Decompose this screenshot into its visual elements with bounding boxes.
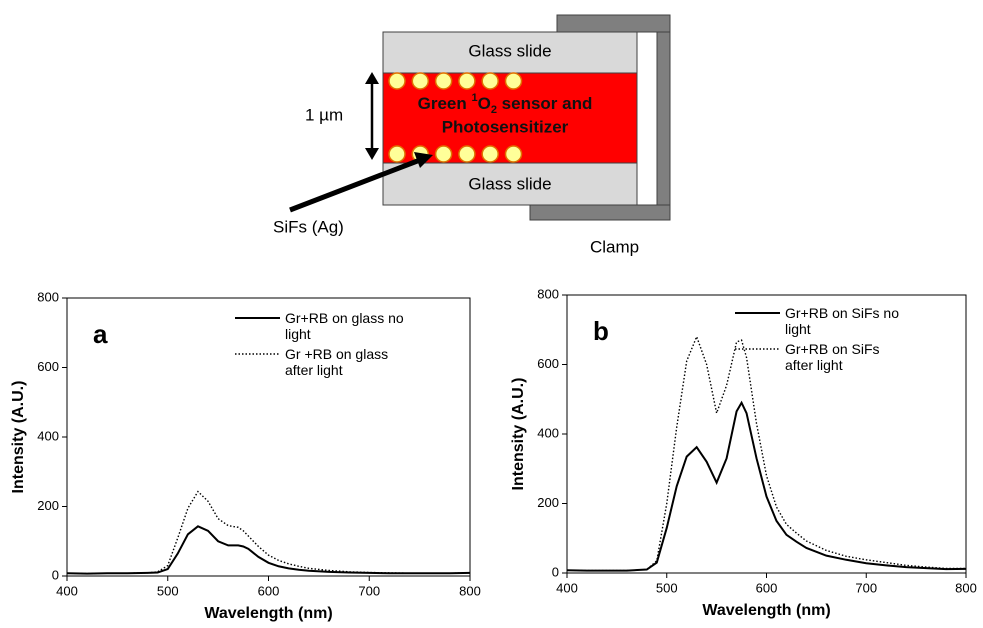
y-tick-label: 800 — [37, 289, 59, 304]
x-tick-label: 700 — [855, 580, 877, 595]
x-tick-label: 400 — [556, 580, 578, 595]
clamp-top — [556, 14, 671, 33]
particle — [504, 145, 523, 163]
arrow-head — [365, 72, 379, 84]
text: O — [478, 94, 491, 113]
plot-frame — [566, 294, 967, 574]
particle — [434, 145, 453, 163]
y-tick-label: 800 — [537, 286, 559, 301]
x-tick-label: 800 — [955, 580, 977, 595]
particle — [481, 145, 499, 163]
legend-entry: Gr +RB on glass after light — [285, 346, 389, 378]
y-tick-label: 400 — [37, 428, 59, 443]
x-axis-label: Wavelength (nm) — [204, 605, 332, 622]
y-axis-label: Intensity (A.U.) — [10, 381, 27, 494]
y-tick-label: 0 — [52, 567, 59, 582]
x-tick-label: 500 — [656, 580, 678, 595]
sensor-label: Green 1O2 sensor and — [418, 92, 593, 116]
clamp-side — [656, 31, 671, 206]
series-line — [66, 525, 471, 575]
glass-slide — [382, 31, 638, 74]
y-tick-label: 0 — [552, 564, 559, 579]
clamp-label: Clamp — [590, 237, 639, 256]
particle — [388, 72, 406, 90]
clamp-bottom — [529, 204, 671, 221]
pointer-arrow — [289, 157, 421, 213]
legend-entry: Gr+RB on glass no light — [285, 310, 404, 342]
sensor-label: Photosensitizer — [442, 117, 569, 136]
clamp-gap — [636, 31, 658, 206]
glass-slide — [382, 162, 638, 206]
particle — [481, 72, 499, 90]
x-axis-label: Wavelength (nm) — [702, 602, 830, 619]
arrow-head — [414, 152, 433, 168]
particle — [504, 72, 523, 90]
y-tick-label: 200 — [37, 498, 59, 513]
silver-particles — [388, 72, 523, 163]
x-tick-label: 500 — [157, 583, 179, 598]
particles-label: SiFs (Ag) — [273, 217, 344, 236]
superscript: 1 — [471, 92, 477, 104]
y-tick-label: 400 — [537, 425, 559, 440]
x-tick-label: 400 — [56, 583, 78, 598]
series-line — [566, 400, 967, 572]
y-tick-label: 600 — [37, 359, 59, 374]
slide-label: Glass slide — [468, 41, 551, 60]
x-tick-label: 600 — [756, 580, 778, 595]
y-axis-label: Intensity (A.U.) — [510, 378, 527, 491]
particle — [458, 145, 476, 163]
legend-entry: Gr+RB on SiFs no light — [785, 305, 899, 337]
x-tick-label: 800 — [459, 583, 481, 598]
x-tick-label: 600 — [258, 583, 280, 598]
particle — [458, 72, 476, 90]
legend-entry: Gr+RB on SiFs after light — [785, 341, 880, 373]
particle — [434, 72, 453, 90]
x-tick-label: 700 — [358, 583, 380, 598]
y-tick-label: 200 — [537, 495, 559, 510]
series-line — [66, 490, 471, 575]
panel-label: a — [93, 319, 108, 349]
text: sensor and — [497, 94, 592, 113]
slide-label: Glass slide — [468, 174, 551, 193]
arrow-head — [365, 148, 379, 160]
subscript: 2 — [491, 104, 497, 116]
particle — [388, 145, 406, 163]
y-tick-label: 600 — [537, 356, 559, 371]
particle — [411, 72, 430, 90]
text: Green — [418, 94, 472, 113]
series-line — [566, 334, 966, 572]
thickness-label: 1 µm — [305, 105, 343, 124]
panel-label: b — [593, 316, 609, 346]
